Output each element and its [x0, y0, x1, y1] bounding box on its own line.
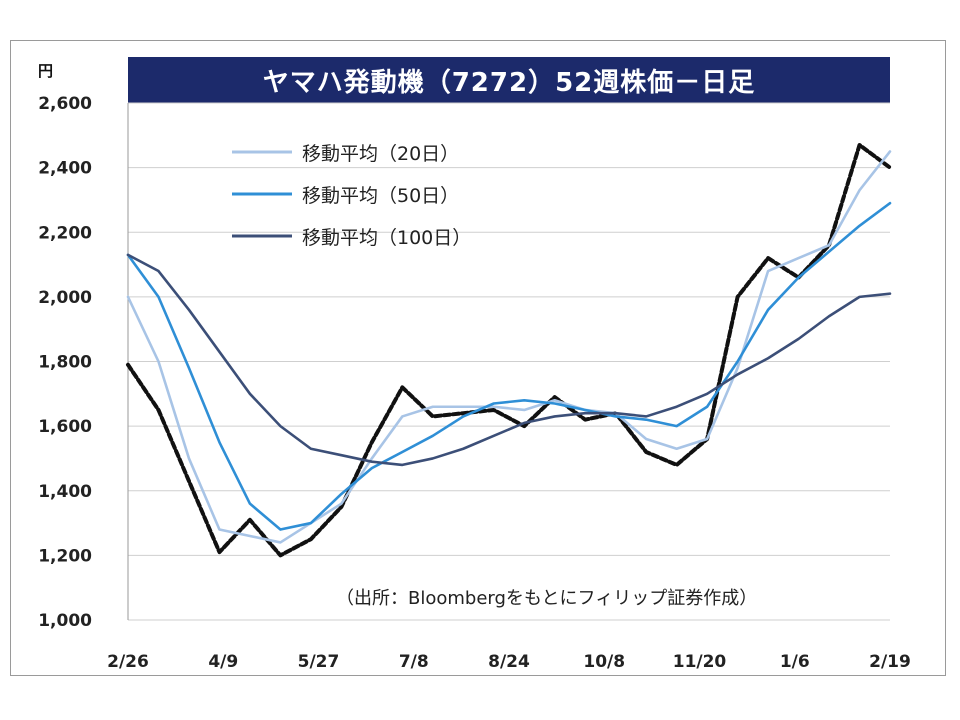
x-tick-label: 8/24	[488, 652, 530, 672]
source-note: （出所：Bloombergをもとにフィリップ証券作成）	[336, 588, 758, 609]
x-tick-label: 10/8	[583, 652, 625, 672]
y-tick-label: 2,200	[38, 223, 92, 243]
x-tick-label: 11/20	[673, 652, 727, 672]
x-tick-label: 7/8	[399, 652, 429, 672]
chart-title: ヤマハ発動機（7272）52週株価－日足	[128, 57, 890, 103]
y-unit-label: 円	[38, 62, 54, 80]
moving-average-line	[126, 253, 892, 467]
x-tick-label: 5/27	[298, 652, 340, 672]
legend-label: 移動平均（50日）	[302, 185, 459, 207]
y-tick-label: 2,400	[38, 159, 92, 179]
y-tick-label: 2,600	[38, 94, 92, 114]
y-tick-label: 2,000	[38, 288, 92, 308]
x-tick-label: 2/19	[869, 652, 911, 672]
x-tick-label: 2/26	[107, 652, 149, 672]
x-tick-label: 1/6	[780, 652, 810, 672]
y-tick-label: 1,400	[38, 482, 92, 502]
y-tick-label: 1,800	[38, 353, 92, 373]
price-series-line	[126, 143, 892, 558]
moving-average-line	[126, 150, 892, 544]
y-tick-label: 1,200	[38, 546, 92, 566]
legend-label: 移動平均（100日）	[302, 227, 471, 249]
y-tick-label: 1,600	[38, 417, 92, 437]
chart-frame	[10, 40, 946, 676]
x-tick-label: 4/9	[208, 652, 238, 672]
legend-label: 移動平均（20日）	[302, 143, 459, 165]
moving-average-line	[126, 201, 892, 531]
y-tick-label: 1,000	[38, 611, 92, 631]
